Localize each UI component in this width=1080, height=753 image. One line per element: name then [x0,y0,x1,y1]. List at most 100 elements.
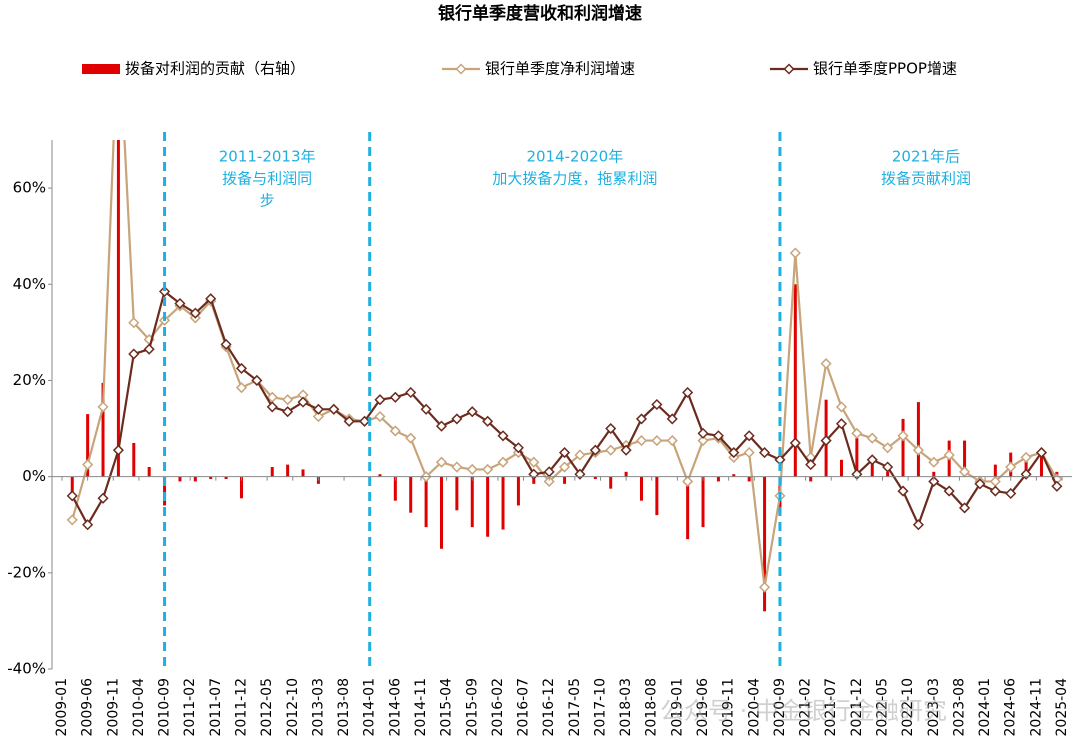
marker [235,362,248,374]
bar [563,476,567,484]
x-tick-label: 2010-04 [131,678,147,737]
marker [820,358,832,370]
marker [897,430,909,442]
marker [266,401,278,413]
x-tick-label: 2014-11 [413,678,429,737]
x-tick-label: 2018-03 [618,678,634,737]
x-tick-label: 2021-02 [798,678,814,737]
marker [620,444,632,456]
marker [743,430,755,442]
x-tick-label: 2013-08 [336,678,352,737]
marker [882,442,894,454]
marker [128,348,140,360]
bar [147,467,151,477]
marker [374,410,386,423]
marker [543,475,555,488]
x-tick-label: 2013-03 [310,678,326,737]
marker [666,413,678,425]
marker [128,317,140,329]
marker [682,386,694,399]
marker [805,459,817,471]
marker [651,398,663,411]
x-tick-label: 2010-09 [157,678,173,737]
marker [682,475,694,488]
bar [270,467,274,477]
marker [635,435,648,447]
marker [912,444,924,456]
x-tick-label: 2022-05 [875,678,891,737]
marker [697,427,709,439]
marker [959,502,971,514]
x-tick-label: 2019-06 [695,678,711,737]
marker [1020,451,1032,463]
bar [132,442,136,477]
bar [116,140,120,477]
marker [666,435,678,447]
marker [97,492,109,504]
legend-swatch [82,64,120,74]
bar [178,476,182,482]
marker [359,415,371,427]
marker [605,444,617,456]
marker [851,427,863,439]
marker [743,447,755,459]
bar [993,464,997,477]
annotation: 步 [260,192,275,210]
bar [70,476,74,496]
y-tick-label: 0% [22,467,46,485]
x-tick-label: 2009-11 [105,678,121,737]
marker [282,394,294,406]
x-tick-label: 2024-06 [1003,678,1019,737]
marker [835,401,848,413]
marker [66,490,78,502]
bar [609,476,613,489]
marker [943,449,955,461]
marker [482,415,494,427]
x-tick-label: 2009-01 [54,678,70,737]
marker [866,454,878,466]
bar [886,471,890,477]
legend-label: 拨备对利润的贡献（右轴） [125,60,305,78]
marker [528,456,540,468]
x-tick-label: 2017-10 [592,678,608,737]
bar [163,476,167,506]
marker [143,343,155,355]
x-tick-label: 2016-12 [541,678,557,737]
legend-label: 银行单季度净利润增速 [485,60,635,78]
marker [466,463,478,475]
annotation: 2014-2020年 [526,148,623,166]
bar [470,476,474,528]
x-tick-label: 2012-05 [259,678,275,737]
marker [82,519,94,531]
marker [482,463,494,475]
x-tick-label: 2011-02 [182,678,198,737]
x-tick-label: 2015-09 [464,678,480,737]
bar [393,476,397,501]
x-tick-label: 2020-09 [772,678,788,737]
marker [328,403,340,415]
x-tick-label: 2016-07 [516,678,532,737]
marker [989,485,1001,497]
x-tick-label: 2012-10 [285,678,301,737]
legend-marker [455,63,467,75]
x-tick-label: 2011-12 [233,678,249,737]
marker [282,406,294,418]
marker [1035,447,1048,459]
marker [497,430,509,442]
marker [912,519,924,531]
marker [512,442,524,454]
bar [86,414,90,477]
marker [712,430,724,442]
marker [159,285,171,298]
marker [528,468,540,480]
y-tick-label: 60% [13,179,46,197]
marker [66,514,78,526]
x-tick-label: 2023-03 [926,678,942,737]
x-tick-label: 2017-05 [567,678,583,737]
x-tick-label: 2021-12 [849,678,865,737]
marker [405,386,417,399]
bar [732,474,736,477]
bar [209,476,213,480]
marker [220,338,232,350]
